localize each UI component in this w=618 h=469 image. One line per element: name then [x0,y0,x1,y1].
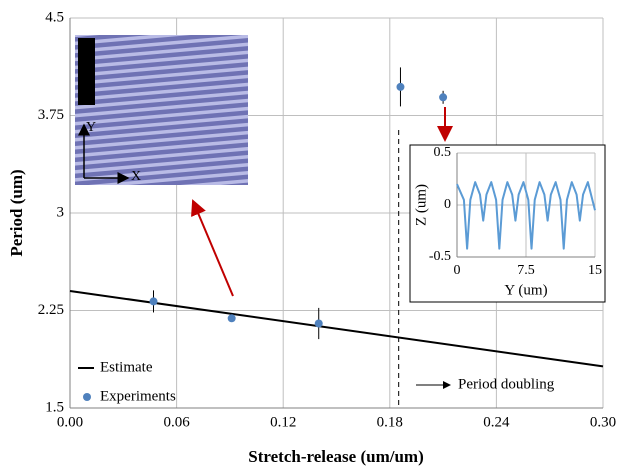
x-tick-label: 0.00 [57,414,83,430]
micrograph [75,35,248,185]
x-tick-label: 0.06 [163,414,190,430]
pointer-arrow [191,199,234,297]
x-tick-label: 0.18 [377,414,403,430]
y-tick-label: -0.5 [429,249,451,264]
x-tick-label: 0 [454,263,461,278]
image-axis-label: Y [86,120,96,135]
x-axis-title: Y (um) [504,282,547,298]
y-tick-label: 3 [57,204,65,220]
y-tick-label: 2.25 [38,302,64,318]
profile-line [456,181,596,250]
y-tick-label: 3.75 [38,107,64,123]
estimate-line [69,290,604,368]
y-tick-label: 0 [444,197,451,212]
data-point [439,93,448,102]
y-tick-label: 0.5 [434,145,452,160]
x-tick-label: 15 [588,263,602,278]
scale-block [78,38,95,105]
y-axis-title: Z (um) [413,184,429,226]
x-tick-label: 0.24 [483,414,510,430]
legend-label: Experiments [100,388,176,404]
x-tick-label: 0.30 [590,414,616,430]
annotation-text: Period doubling [458,376,555,392]
data-point [396,82,405,91]
data-point [314,319,323,328]
data-point [149,297,158,306]
micrograph-inset: Y X [75,35,248,185]
profile-chart: -0.500.50 7.5 15Y (um)Z (um) [413,145,602,298]
legend-label: Estimate [100,359,153,375]
x-tick-label: 0.12 [270,414,296,430]
profile-inset-frame [409,144,606,303]
y-tick-label: 1.5 [45,399,64,415]
image-axis-label: X [131,169,141,184]
x-axis-title: Stretch-release (um/um) [248,447,423,466]
main-chart: 1.5 2.25 3 3.75 4.5 0.00 0.06 0.12 0.18 0.24 0.30 S… [7,9,616,465]
legend-swatch [83,393,91,401]
data-point [227,314,236,323]
y-tick-label: 4.5 [45,9,64,25]
x-tick-label: 7.5 [517,263,535,278]
y-axis-title: Period (um) [7,169,26,256]
